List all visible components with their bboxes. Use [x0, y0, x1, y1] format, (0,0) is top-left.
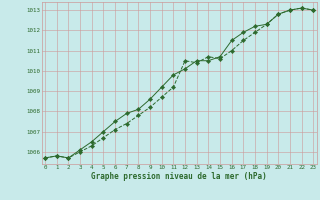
- X-axis label: Graphe pression niveau de la mer (hPa): Graphe pression niveau de la mer (hPa): [91, 172, 267, 181]
